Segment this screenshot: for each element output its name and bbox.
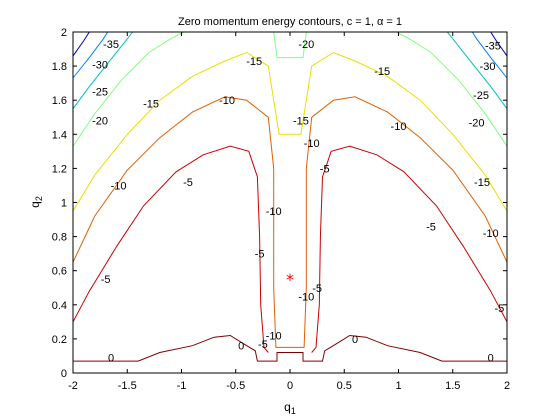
contour-label-7-1: -35 [485,41,501,53]
contour-line-level-neg30-1 [471,31,508,79]
contour-label-4-1: -20 [298,39,314,51]
contour-line-level-neg20-1 [273,31,307,59]
contour-line-level-neg20-0 [72,31,184,147]
x-axis-label-subscript: 1 [291,406,296,416]
marker-layer: * [286,270,294,289]
contour-line-level-neg5-1 [311,145,508,353]
contour-label-1-3: -5 [258,339,268,351]
y-tick-label: 1.8 [52,61,67,73]
contour-label-2-1: -10 [219,95,235,107]
contour-label-2-4: -10 [298,291,314,303]
contour-label-1-1: -5 [183,177,193,189]
contour-label-1-2: -5 [255,249,265,261]
contour-line-level-0-0 [73,334,507,362]
contour-label-0-1: 0 [238,341,244,353]
contour-line-level-neg15-0 [72,51,508,212]
contour-label-0-3: 0 [488,353,494,365]
contour-label-1-6: -5 [426,221,436,233]
contour-label-2-5: -10 [304,138,320,150]
x-axis-label-main: q [284,400,291,414]
contour-label-5-0: -25 [92,87,108,99]
y-tick-label: 1 [61,198,67,210]
contour-label-1-5: -5 [320,163,330,175]
chart-title: Zero momentum energy contours, c = 1, α … [178,16,402,28]
contour-label-2-0: -10 [111,180,127,192]
y-tick-label: 0.2 [52,334,67,346]
contour-label-6-0: -30 [92,59,108,71]
x-tick-label: -1.5 [118,380,137,392]
contour-line-level-neg25-0 [72,31,134,109]
contour-label-1-7: -5 [495,303,505,315]
x-tick-label: 2 [504,380,510,392]
contour-line-level-neg5-0 [72,145,269,353]
contour-label-1-0: -5 [101,274,111,286]
y-axis-label: q2 [28,196,44,208]
contour-label-3-0: -15 [143,99,159,111]
equilibrium-star-marker: * [286,270,294,289]
y-tick-label: 0.4 [52,300,67,312]
contour-line-level-neg35-1 [490,31,508,57]
contour-label-2-7: -10 [483,228,499,240]
y-tick-label: 0 [61,368,67,380]
contour-label-5-1: -25 [473,90,489,102]
x-axis-label: q1 [284,400,296,416]
contour-line-level-neg20-2 [396,31,508,147]
x-tick-label: -1 [177,380,187,392]
x-axis-ticks: -2 -1.5 -1 -0.5 0 0.5 1 1.5 2 [68,32,510,392]
contour-lines [72,31,508,362]
contour-label-7-0: -35 [103,39,119,51]
y-tick-label: 1.2 [52,163,67,175]
y-tick-label: 0.6 [52,266,67,278]
contour-label-1-4: -5 [312,283,322,295]
contour-label-0-0: 0 [108,353,114,365]
y-tick-label: 1.6 [52,95,67,107]
contour-label-3-4: -15 [474,177,490,189]
x-tick-label: -0.5 [226,380,245,392]
y-axis-label-subscript: 2 [34,196,44,201]
plot-area-background [73,32,507,373]
contour-label-6-1: -30 [480,61,496,73]
contour-label-2-6: -10 [391,121,407,133]
x-tick-label: 0 [287,380,293,392]
contour-line-level-neg10-0 [72,96,508,348]
y-axis-label-main: q [28,201,42,208]
y-axis-ticks: 0 0.2 0.4 0.6 0.8 1 1.2 1.4 1.6 1.8 2 [52,27,507,380]
contour-line-level-neg30-0 [72,31,109,79]
contour-label-4-2: -20 [469,117,485,129]
contour-label-3-2: -15 [293,116,309,128]
y-tick-label: 1.4 [52,129,67,141]
x-tick-label: -2 [68,380,78,392]
contour-line-level-neg25-1 [446,31,508,109]
y-tick-label: 2 [61,27,67,39]
contour-label-3-3: -15 [374,66,390,78]
contour-label-0-2: 0 [352,334,358,346]
x-tick-label: 1 [395,380,401,392]
x-tick-label: 1.5 [445,380,460,392]
contour-line-level-neg35-0 [72,31,90,57]
contour-label-3-1: -15 [246,56,262,68]
contour-label-2-3: -10 [266,331,282,343]
contour-labels: 0000-5-5-5-5-5-5-5-5-10-10-10-10-10-10-1… [92,39,504,365]
contour-label-4-0: -20 [92,116,108,128]
x-tick-label: 0.5 [337,380,352,392]
contour-label-2-2: -10 [266,206,282,218]
y-tick-label: 0.8 [52,232,67,244]
